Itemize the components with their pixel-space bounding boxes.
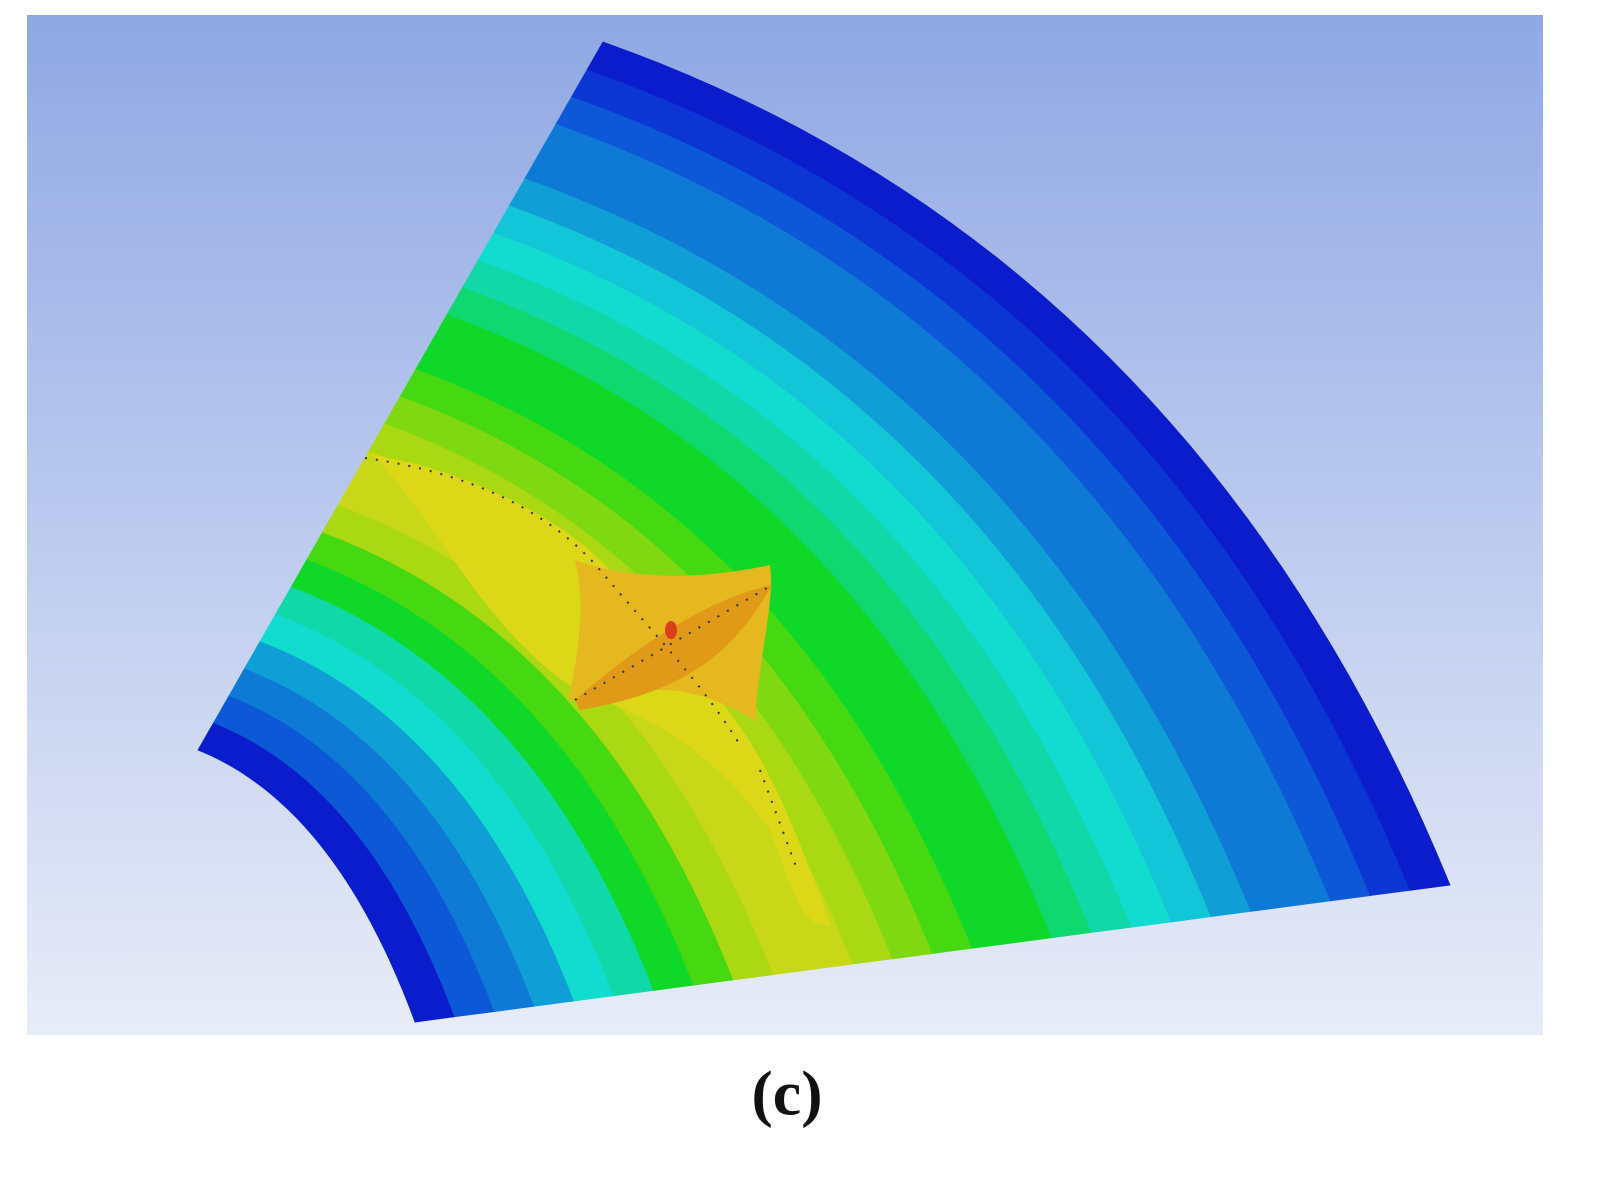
- caption: (c): [751, 1058, 822, 1129]
- peak-marker: [665, 621, 677, 639]
- path-line: [364, 457, 799, 873]
- contour-band: [586, 41, 1451, 891]
- inner-orange-region: [575, 585, 772, 710]
- contour-bands: [197, 41, 1451, 1023]
- hot-spot: [364, 455, 830, 926]
